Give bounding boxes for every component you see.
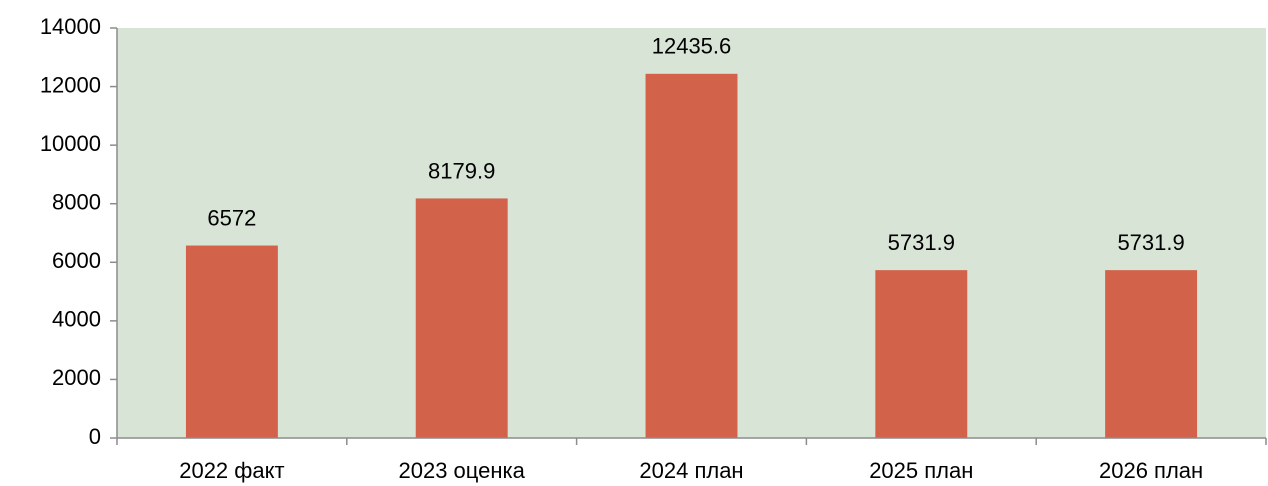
- y-tick-label: 2000: [52, 365, 101, 390]
- data-label: 8179.9: [428, 158, 495, 183]
- y-tick-label: 12000: [40, 72, 101, 97]
- y-tick-label: 6000: [52, 248, 101, 273]
- x-tick-label: 2022 факт: [179, 458, 284, 483]
- data-label: 6572: [207, 205, 256, 230]
- y-tick-label: 0: [89, 424, 101, 449]
- x-tick-label: 2026 план: [1099, 458, 1203, 483]
- data-label: 5731.9: [1117, 230, 1184, 255]
- y-tick-label: 14000: [40, 14, 101, 39]
- data-label: 12435.6: [652, 34, 732, 59]
- y-tick-label: 10000: [40, 131, 101, 156]
- y-tick-label: 4000: [52, 307, 101, 332]
- x-tick-label: 2023 оценка: [399, 458, 526, 483]
- y-tick-label: 8000: [52, 190, 101, 215]
- bar: [185, 245, 278, 438]
- bar: [875, 270, 968, 438]
- x-tick-label: 2025 план: [869, 458, 973, 483]
- bar: [645, 73, 738, 438]
- bar: [415, 198, 508, 438]
- bar: [1105, 270, 1198, 438]
- x-tick-label: 2024 план: [639, 458, 743, 483]
- data-label: 5731.9: [888, 230, 955, 255]
